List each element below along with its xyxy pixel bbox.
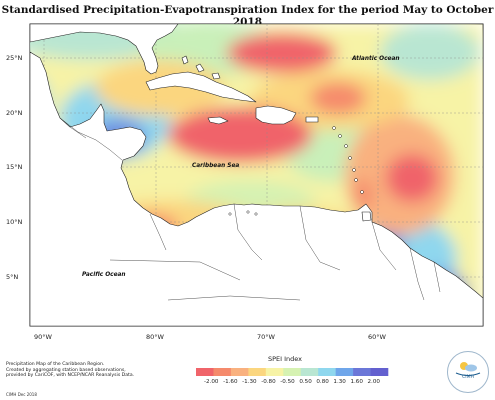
field-drought-bahamas bbox=[227, 33, 337, 73]
land-cuba bbox=[145, 71, 257, 103]
label-caribbean-sea: Caribbean Sea bbox=[192, 163, 239, 169]
field-drought-atlantic bbox=[310, 82, 366, 114]
lon-label-70w: 70°W bbox=[257, 333, 275, 341]
legend-tick: -2.00 bbox=[204, 379, 219, 385]
lat-label-10n: 10°N bbox=[6, 218, 23, 226]
cimh-logo: CIMH bbox=[447, 351, 489, 393]
lat-label-5n: 5°N bbox=[6, 273, 19, 281]
lat-label-15n: 15°N bbox=[6, 163, 23, 171]
coastlines bbox=[30, 24, 483, 326]
spei-field: Atlantic Ocean Caribbean Sea Pacific Oce… bbox=[30, 24, 483, 326]
credit-line-2: Created by aggregating station based obs… bbox=[6, 367, 126, 373]
land-hispaniola bbox=[255, 105, 297, 125]
credit-line-1: Precipitation Map of the Caribbean Regio… bbox=[6, 362, 105, 367]
country-borders bbox=[59, 117, 441, 301]
credit-line-3: provided by CariCOF, with NCEP/NCAR Rean… bbox=[6, 373, 135, 379]
land-florida bbox=[30, 24, 179, 75]
label-atlantic-ocean: Atlantic Ocean bbox=[351, 56, 400, 62]
legend-tick: -0.80 bbox=[261, 379, 276, 385]
lat-label-25n: 25°N bbox=[6, 54, 23, 62]
logo-text: CIMH bbox=[462, 375, 474, 380]
legend-tick: 0.50 bbox=[299, 379, 312, 385]
credit-date: CIMH Dec 2018 bbox=[6, 392, 37, 397]
legend-tick: 0.80 bbox=[316, 379, 329, 385]
legend-tick: -1.30 bbox=[242, 379, 257, 385]
legend-tick: 1.60 bbox=[350, 379, 363, 385]
label-pacific-ocean: Pacific Ocean bbox=[82, 272, 126, 278]
land-jamaica bbox=[207, 116, 229, 125]
land-mexico-central-america bbox=[30, 51, 483, 326]
legend-tick: 1.30 bbox=[333, 379, 346, 385]
sun-cloud-icon bbox=[455, 362, 481, 376]
land-puerto-rico bbox=[305, 116, 319, 123]
legend-tick: -1.60 bbox=[223, 379, 238, 385]
legend-title: SPEI Index bbox=[268, 355, 303, 363]
lon-label-80w: 80°W bbox=[146, 333, 164, 341]
field-wet-atlantic-ne bbox=[380, 24, 480, 80]
lon-label-60w: 60°W bbox=[368, 333, 386, 341]
field-drought-east bbox=[386, 154, 438, 202]
map-credit: Precipitation Map of the Caribbean Regio… bbox=[6, 362, 156, 379]
field-drought-barbados bbox=[352, 179, 372, 211]
land-bahamas bbox=[181, 55, 221, 80]
legend-tick: -0.50 bbox=[280, 379, 295, 385]
lat-label-20n: 20°N bbox=[6, 109, 23, 117]
lon-label-90w: 90°W bbox=[34, 333, 52, 341]
legend-tick: 2.00 bbox=[367, 379, 380, 385]
legend-ticks: -2.00 -1.60 -1.30 -0.80 -0.50 0.50 0.80 … bbox=[204, 379, 380, 385]
land-trinidad bbox=[361, 211, 372, 222]
lesser-antilles bbox=[228, 126, 364, 216]
